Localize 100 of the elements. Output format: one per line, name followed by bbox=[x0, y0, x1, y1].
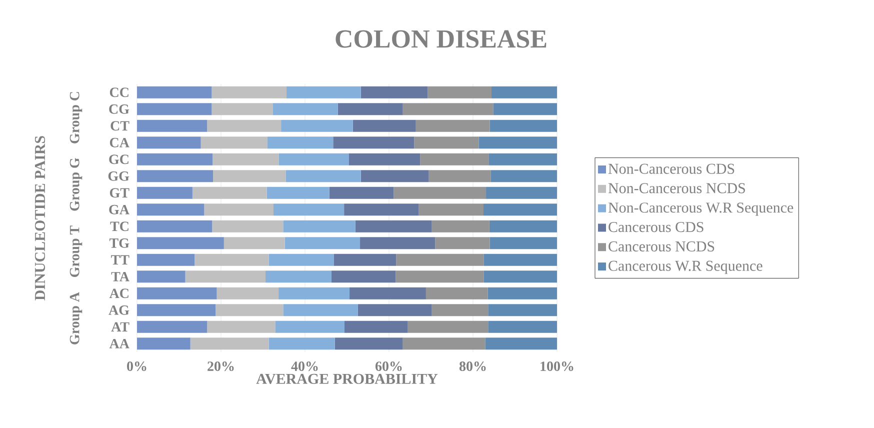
y-tick-label: CG bbox=[109, 104, 130, 114]
bar bbox=[334, 254, 396, 266]
y-tick-label: TC bbox=[110, 222, 128, 232]
bar bbox=[360, 170, 428, 182]
bar bbox=[407, 320, 488, 333]
bar bbox=[360, 86, 428, 98]
y-tick-label: CC bbox=[110, 88, 128, 98]
bar bbox=[137, 186, 192, 199]
bar bbox=[137, 237, 224, 250]
bar bbox=[334, 338, 403, 350]
y-tick-label: GT bbox=[110, 188, 130, 198]
bar bbox=[200, 136, 268, 149]
bar bbox=[338, 103, 403, 116]
bar bbox=[137, 304, 216, 316]
bar bbox=[212, 86, 287, 98]
bar bbox=[212, 220, 284, 232]
bar bbox=[278, 287, 350, 300]
bar bbox=[394, 186, 486, 199]
bar bbox=[485, 338, 558, 350]
legend-label: Non-Cancerous NCDS bbox=[608, 183, 745, 194]
bar bbox=[418, 204, 484, 216]
bar bbox=[428, 170, 491, 182]
y-axis-title: DINUCLEOTIDE PAIRS bbox=[34, 136, 46, 300]
bar bbox=[493, 103, 558, 116]
x-tick-label: 80% bbox=[459, 362, 486, 372]
bar bbox=[207, 120, 282, 132]
bar bbox=[267, 136, 334, 149]
bar bbox=[490, 237, 558, 250]
bar bbox=[274, 204, 344, 216]
bar bbox=[278, 153, 349, 166]
bar bbox=[484, 270, 558, 283]
x-tick-label: 0% bbox=[127, 362, 146, 372]
bar bbox=[283, 304, 358, 316]
bar bbox=[213, 170, 286, 182]
bar bbox=[212, 153, 279, 166]
bar bbox=[137, 120, 208, 132]
bar bbox=[137, 254, 195, 266]
bar bbox=[396, 254, 484, 266]
bar bbox=[478, 136, 558, 149]
x-tick-label: 100% bbox=[540, 362, 574, 372]
bar bbox=[484, 254, 558, 266]
bar bbox=[284, 237, 360, 250]
bar bbox=[216, 304, 284, 316]
text: Group G bbox=[70, 158, 82, 211]
bar bbox=[416, 120, 490, 132]
legend-label: Non-Cancerous CDS bbox=[608, 164, 734, 174]
bar bbox=[137, 86, 212, 98]
bar bbox=[192, 186, 267, 199]
bar bbox=[490, 170, 558, 182]
text: Group C bbox=[70, 92, 82, 144]
x-axis-title: AVERAGE PROBABILITY bbox=[256, 374, 438, 384]
bar bbox=[355, 220, 432, 232]
bar bbox=[204, 204, 274, 216]
bar bbox=[137, 170, 214, 182]
bar bbox=[216, 287, 279, 300]
y-tick-label: CA bbox=[110, 138, 130, 148]
bar bbox=[212, 103, 273, 116]
bar bbox=[266, 186, 330, 199]
bar bbox=[420, 153, 489, 166]
bar bbox=[272, 103, 338, 116]
y-tick-label: GC bbox=[109, 154, 128, 164]
bar bbox=[352, 120, 416, 132]
bar bbox=[432, 220, 490, 232]
bar bbox=[488, 320, 558, 333]
bar bbox=[358, 304, 432, 316]
bar bbox=[137, 270, 186, 283]
bar bbox=[137, 220, 212, 232]
bar bbox=[490, 120, 558, 132]
y-tick-label: TT bbox=[111, 255, 130, 264]
bar bbox=[185, 270, 266, 283]
y-tick-label: TG bbox=[109, 238, 130, 248]
bar bbox=[190, 338, 269, 350]
bar bbox=[360, 237, 436, 250]
bar bbox=[137, 103, 212, 116]
y-tick-label: TA bbox=[111, 272, 130, 282]
y-tick-label: AT bbox=[111, 322, 130, 332]
bar bbox=[137, 287, 217, 300]
bar bbox=[266, 270, 332, 283]
text: Group T bbox=[70, 226, 82, 277]
bar bbox=[283, 220, 356, 232]
y-tick-label: CT bbox=[110, 121, 130, 131]
bar bbox=[435, 237, 490, 250]
bar bbox=[344, 320, 408, 333]
bar bbox=[486, 186, 558, 199]
y-tick-label: GA bbox=[109, 204, 130, 214]
y-tick-label: AA bbox=[109, 339, 130, 348]
legend-label: Non-Cancerous W.R Sequence bbox=[608, 202, 794, 216]
legend-label: Cancerous CDS bbox=[608, 222, 704, 232]
bar bbox=[286, 86, 361, 98]
bar bbox=[281, 120, 353, 132]
chart-title: COLON DISEASE bbox=[336, 30, 546, 48]
legend-label: Cancerous W.R Sequence bbox=[608, 260, 762, 274]
y-tick-label: AC bbox=[109, 288, 128, 298]
y-tick-label: AG bbox=[108, 305, 130, 315]
x-tick-label: 60% bbox=[375, 362, 402, 372]
bar bbox=[268, 254, 334, 266]
bar bbox=[137, 153, 213, 166]
bar bbox=[137, 320, 208, 333]
bar bbox=[484, 204, 558, 216]
bar bbox=[329, 186, 394, 199]
